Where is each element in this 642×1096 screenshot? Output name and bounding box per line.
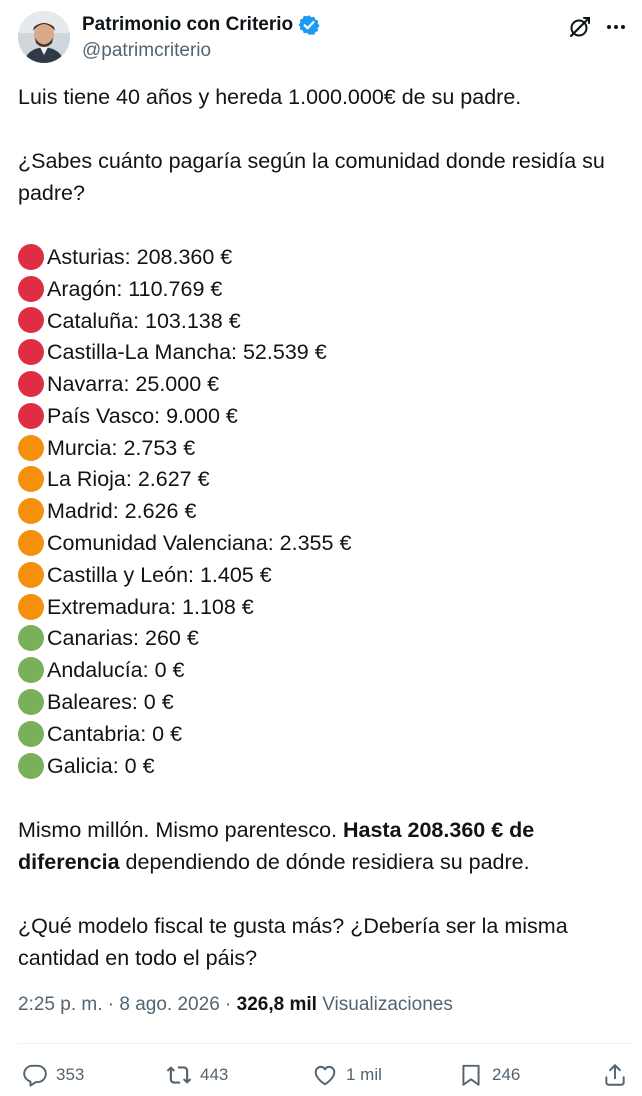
list-item: La Rioja: 2.627 €: [18, 464, 628, 496]
inheritance-tax-list: Asturias: 208.360 € Aragón: 110.769 € Ca…: [18, 241, 628, 782]
red-circle-icon: [18, 339, 44, 366]
bookmark-button[interactable]: 246: [458, 1058, 520, 1092]
list-item-text: Canarias: 260 €: [47, 626, 199, 651]
tweet-question: ¿Sabes cuánto pagaría según la comunidad…: [18, 149, 605, 205]
red-circle-icon: [18, 402, 44, 429]
verified-badge-icon: [298, 14, 320, 36]
author-display-name[interactable]: Patrimonio con Criterio: [82, 14, 294, 35]
author-handle[interactable]: @patrimcriterio: [82, 40, 212, 61]
red-circle-icon: [18, 371, 44, 398]
divider: [18, 1043, 634, 1044]
green-circle-icon: [18, 720, 44, 747]
list-item-text: Asturias: 208.360 €: [47, 244, 233, 269]
list-item: Comunidad Valenciana: 2.355 €: [18, 527, 628, 559]
repost-count: 443: [200, 1065, 229, 1084]
share-icon: [605, 1064, 625, 1086]
list-item-text: Comunidad Valenciana: 2.355 €: [47, 531, 352, 556]
list-item-text: Madrid: 2.626 €: [47, 499, 197, 524]
orange-circle-icon: [18, 593, 44, 620]
green-circle-icon: [18, 625, 44, 652]
reply-button[interactable]: 353: [22, 1058, 84, 1092]
avatar[interactable]: [18, 11, 70, 63]
red-circle-icon: [18, 307, 44, 334]
orange-circle-icon: [18, 434, 44, 461]
orange-circle-icon: [18, 530, 44, 557]
list-item-text: Aragón: 110.769 €: [47, 276, 223, 301]
list-item-text: Cataluña: 103.138 €: [47, 308, 241, 333]
reply-count: 353: [56, 1065, 85, 1084]
author-names: Patrimonio con Criterio @patrimcriterio: [82, 13, 320, 62]
list-item-text: Navarra: 25.000 €: [47, 372, 220, 397]
list-item: Extremadura: 1.108 €: [18, 591, 628, 623]
tweet-closing: ¿Qué modelo fiscal te gusta más? ¿Deberí…: [18, 913, 568, 970]
repost-icon: [166, 1066, 192, 1084]
list-item: Madrid: 2.626 €: [18, 495, 628, 527]
heart-icon: [314, 1065, 336, 1086]
list-item-text: Extremadura: 1.108 €: [47, 594, 254, 619]
list-item-text: País Vasco: 9.000 €: [47, 403, 238, 428]
list-item: Galicia: 0 €: [18, 750, 628, 782]
list-item: País Vasco: 9.000 €: [18, 400, 628, 432]
list-item: Canarias: 260 €: [18, 623, 628, 655]
tweet-header: Patrimonio con Criterio @patrimcriterio: [18, 11, 628, 67]
green-circle-icon: [18, 752, 44, 779]
list-item-text: Castilla y León: 1.405 €: [47, 562, 272, 587]
grok-icon[interactable]: [568, 15, 592, 39]
list-item: Andalucía: 0 €: [18, 654, 628, 686]
list-item: Aragón: 110.769 €: [18, 273, 628, 305]
tweet-date[interactable]: 8 ago. 2026: [119, 994, 220, 1015]
like-count: 1 mil: [346, 1065, 382, 1084]
list-item: Murcia: 2.753 €: [18, 432, 628, 464]
like-button[interactable]: 1 mil: [312, 1058, 382, 1092]
list-item-text: Murcia: 2.753 €: [47, 435, 196, 460]
meta-separator: ·: [107, 994, 115, 1015]
meta-separator: ·: [225, 994, 232, 1015]
list-item: Cataluña: 103.138 €: [18, 305, 628, 337]
share-button[interactable]: [602, 1058, 628, 1092]
conclusion-start: Mismo millón. Mismo parentesco.: [18, 817, 343, 842]
bookmark-count: 246: [492, 1065, 521, 1084]
list-item: Navarra: 25.000 €: [18, 368, 628, 400]
list-item-text: Baleares: 0 €: [47, 690, 174, 715]
tweet-text: Luis tiene 40 años y hereda 1.000.000€ d…: [18, 81, 628, 974]
tweet-conclusion: Mismo millón. Mismo parentesco. Hasta 20…: [18, 814, 628, 878]
conclusion-bold: Hasta 208.360 € de diferencia: [18, 817, 535, 874]
views-label: Visualizaciones: [322, 994, 453, 1015]
list-item: Asturias: 208.360 €: [18, 241, 628, 273]
repost-button[interactable]: 443: [166, 1058, 228, 1092]
list-item-text: Andalucía: 0 €: [47, 658, 185, 683]
list-item: Cantabria: 0 €: [18, 718, 628, 750]
reply-icon: [23, 1064, 47, 1087]
action-bar: 353 443 1 mil 246: [18, 1058, 628, 1092]
tweet-time[interactable]: 2:25 p. m.: [18, 994, 103, 1015]
avatar-image: [18, 11, 70, 63]
more-icon[interactable]: [604, 15, 628, 39]
orange-circle-icon: [18, 561, 44, 588]
list-item-text: Galicia: 0 €: [47, 753, 155, 778]
orange-circle-icon: [18, 466, 44, 493]
bookmark-icon: [462, 1064, 480, 1086]
views-count: 326,8 mil: [236, 994, 317, 1015]
green-circle-icon: [18, 657, 44, 684]
list-item: Castilla-La Mancha: 52.539 €: [18, 336, 628, 368]
list-item-text: Castilla-La Mancha: 52.539 €: [47, 340, 327, 365]
red-circle-icon: [18, 275, 44, 302]
orange-circle-icon: [18, 498, 44, 525]
list-item: Baleares: 0 €: [18, 686, 628, 718]
list-item-text: Cantabria: 0 €: [47, 721, 183, 746]
red-circle-icon: [18, 243, 44, 270]
list-item: Castilla y León: 1.405 €: [18, 559, 628, 591]
tweet-meta: 2:25 p. m. · 8 ago. 2026 · 326,8 mil Vis…: [18, 994, 453, 1016]
conclusion-end: dependiendo de dónde residiera su padre.: [119, 849, 530, 874]
tweet-intro: Luis tiene 40 años y hereda 1.000.000€ d…: [18, 85, 522, 109]
list-item-text: La Rioja: 2.627 €: [47, 467, 210, 492]
green-circle-icon: [18, 689, 44, 716]
